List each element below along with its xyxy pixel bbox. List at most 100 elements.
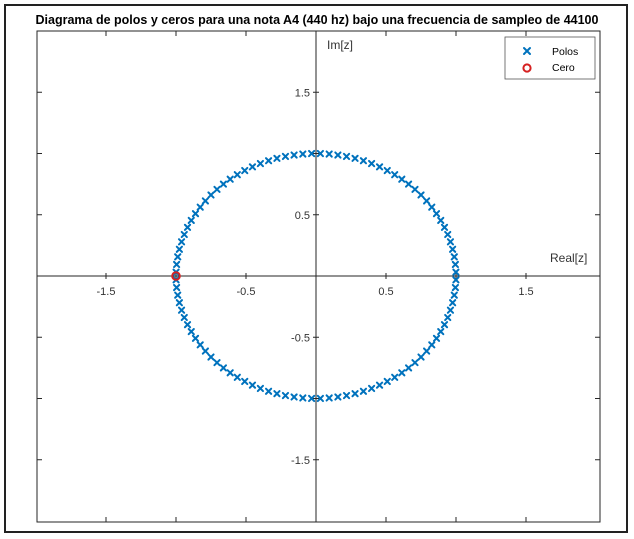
pole-marker xyxy=(290,393,298,401)
pole-marker xyxy=(342,152,351,161)
pole-marker xyxy=(273,390,281,398)
pole-marker xyxy=(428,341,436,349)
x-tick-label: 0.5 xyxy=(378,286,393,298)
pole-marker xyxy=(404,180,413,188)
pole-marker xyxy=(359,387,368,395)
legend-marker-cero xyxy=(522,63,532,73)
pole-marker xyxy=(359,157,368,165)
pole-marker xyxy=(175,245,183,253)
pole-marker xyxy=(325,394,333,402)
y-tick-label: 1.5 xyxy=(295,87,310,99)
zero-marker xyxy=(171,271,181,281)
pole-marker xyxy=(207,353,215,361)
pole-marker xyxy=(273,154,281,162)
pole-marker xyxy=(368,384,376,393)
pole-marker xyxy=(281,391,290,400)
chart-title: Diagrama de polos y ceros para una nota … xyxy=(36,13,599,27)
legend-label-polos: Polos xyxy=(552,46,578,58)
pole-marker xyxy=(226,369,234,377)
tick-labels: -1.5 -0.5 0.5 1.5 -1.5 -0.5 0.5 1.5 xyxy=(97,87,534,467)
pole-marker xyxy=(440,223,449,231)
pole-marker xyxy=(173,283,181,292)
pole-marker xyxy=(432,210,441,218)
pole-marker xyxy=(174,291,182,299)
pole-marker xyxy=(437,216,445,224)
pole-marker xyxy=(233,373,241,381)
pole-marker xyxy=(180,230,188,239)
pole-marker xyxy=(233,171,241,179)
pole-marker xyxy=(334,393,342,401)
pole-marker xyxy=(201,197,209,205)
pole-marker xyxy=(351,390,359,398)
pole-marker xyxy=(226,175,234,183)
pole-marker xyxy=(187,216,195,224)
pole-marker xyxy=(449,245,457,253)
pole-marker xyxy=(207,191,215,199)
pole-marker xyxy=(451,283,459,292)
pole-marker xyxy=(264,157,273,165)
legend: Polos Cero xyxy=(504,36,596,80)
pole-marker xyxy=(183,223,192,231)
pole-marker xyxy=(452,276,460,284)
pole-marker xyxy=(444,230,452,239)
x-axis-label: Real[z] xyxy=(550,251,587,265)
pole-marker xyxy=(446,306,455,314)
pole-marker xyxy=(437,328,445,336)
pole-marker xyxy=(398,175,406,183)
legend-label-cero: Cero xyxy=(552,62,575,74)
pole-marker xyxy=(450,291,458,299)
pole-marker xyxy=(375,163,384,171)
pole-marker xyxy=(187,328,195,336)
pole-marker xyxy=(219,180,228,188)
pole-marker xyxy=(175,299,183,307)
y-axis-label: Im[z] xyxy=(327,38,353,52)
pole-marker xyxy=(440,321,449,329)
y-tick-label: 0.5 xyxy=(295,210,310,222)
pole-marker xyxy=(173,260,181,269)
pole-marker xyxy=(281,152,290,161)
pole-marker xyxy=(174,253,182,261)
pole-marker xyxy=(398,369,406,377)
pole-marker xyxy=(213,359,221,367)
pole-marker xyxy=(368,159,376,168)
pole-marker xyxy=(334,151,342,159)
pole-marker xyxy=(316,394,324,403)
pole-marker xyxy=(423,197,431,205)
pole-marker xyxy=(404,364,413,372)
pole-marker xyxy=(196,203,204,211)
pole-marker xyxy=(201,347,209,355)
pole-marker xyxy=(432,334,441,342)
legend-marker-polos xyxy=(523,47,531,55)
pole-marker xyxy=(391,373,399,381)
x-tick-label: -1.5 xyxy=(97,286,116,298)
pole-marker xyxy=(191,334,200,342)
pole-marker xyxy=(417,353,425,361)
pole-marker xyxy=(290,151,298,159)
pole-marker xyxy=(411,185,419,193)
pole-marker xyxy=(241,166,249,175)
pole-marker xyxy=(391,171,399,179)
pole-marker xyxy=(375,381,384,389)
pole-marker xyxy=(450,253,458,261)
axis-ticks xyxy=(37,31,600,522)
pole-marker xyxy=(299,150,307,158)
pole-marker xyxy=(177,238,186,246)
pole-marker xyxy=(423,347,431,355)
pole-marker xyxy=(191,210,200,218)
pole-marker xyxy=(196,341,204,349)
pole-marker xyxy=(449,299,457,307)
pole-marker xyxy=(444,313,452,322)
pole-marker xyxy=(451,260,459,269)
pole-marker xyxy=(417,191,425,199)
pole-marker xyxy=(411,359,419,367)
pole-marker xyxy=(308,394,316,403)
pole-marker xyxy=(241,377,249,386)
pole-marker xyxy=(383,166,391,175)
y-tick-label: -1.5 xyxy=(291,455,310,467)
y-tick-label: -0.5 xyxy=(291,332,310,344)
pole-marker xyxy=(248,381,257,389)
pole-marker xyxy=(308,149,316,158)
pole-marker xyxy=(177,306,186,314)
pole-marker xyxy=(248,163,257,171)
